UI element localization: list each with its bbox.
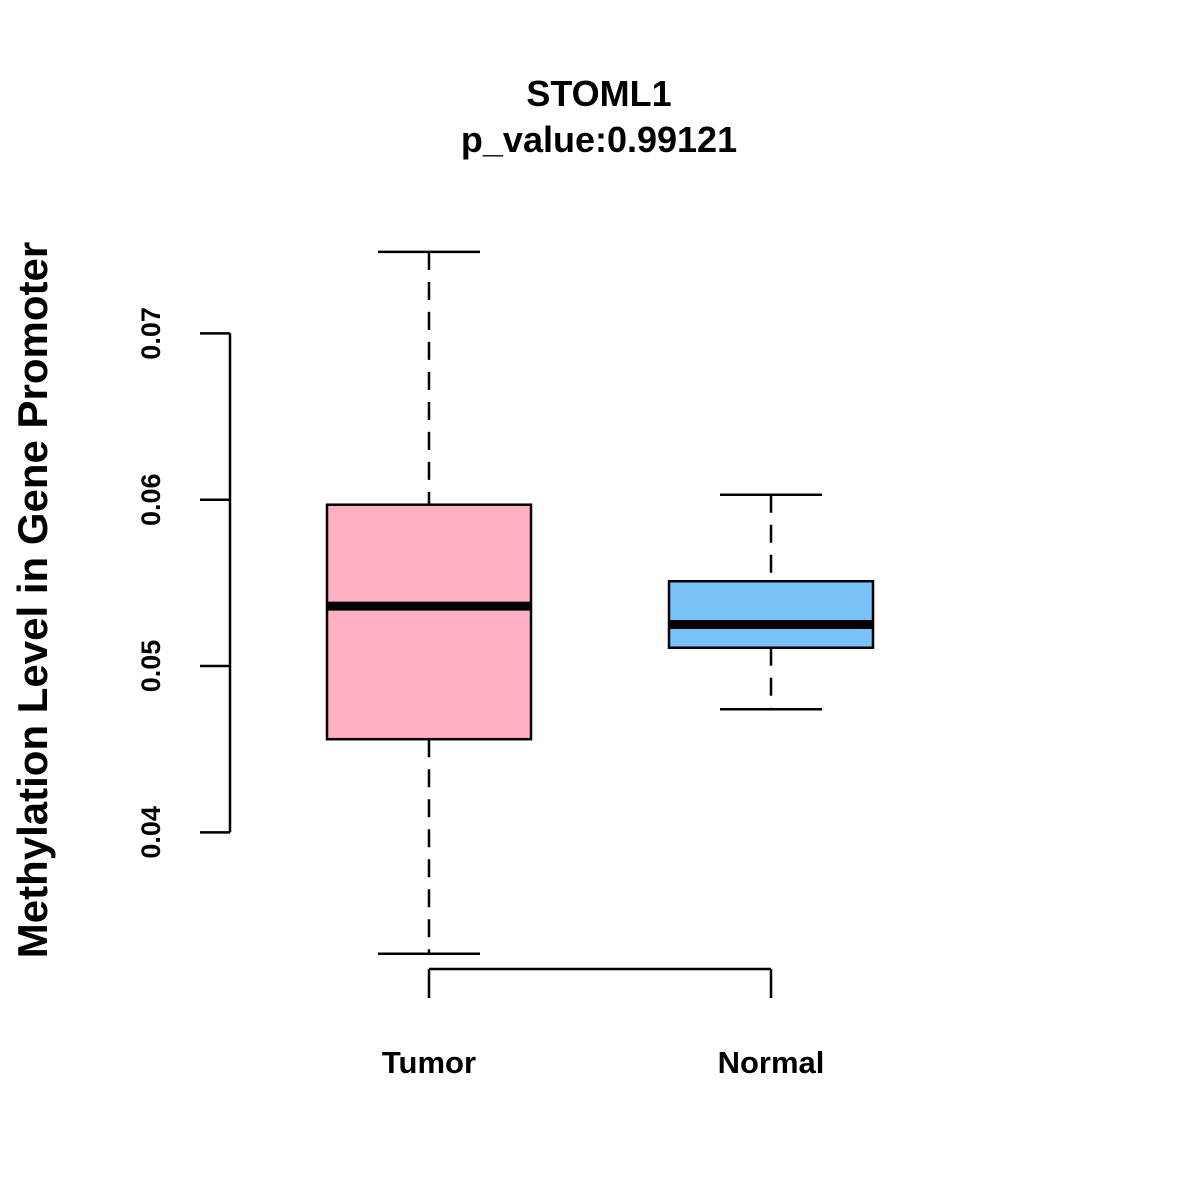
x-axis: Tumor Normal xyxy=(382,967,825,1080)
y-axis-label: Methylation Level in Gene Promoter xyxy=(9,242,56,958)
iqr-box xyxy=(667,579,875,649)
y-tick-label: 0.07 xyxy=(136,307,166,360)
box-tumor xyxy=(325,250,533,955)
y-tick-label: 0.06 xyxy=(136,473,166,526)
box-normal xyxy=(667,493,875,711)
x-tick-label: Tumor xyxy=(382,1045,476,1080)
chart-title: STOML1 xyxy=(526,73,671,114)
y-tick-label: 0.04 xyxy=(136,806,166,859)
x-tick-label: Normal xyxy=(718,1045,825,1080)
y-tick-label: 0.05 xyxy=(136,640,166,693)
boxes-group xyxy=(325,250,875,955)
iqr-box xyxy=(325,503,533,741)
y-axis: 0.04 0.05 0.06 0.07 xyxy=(136,307,232,859)
chart-subtitle: p_value:0.99121 xyxy=(461,119,737,160)
